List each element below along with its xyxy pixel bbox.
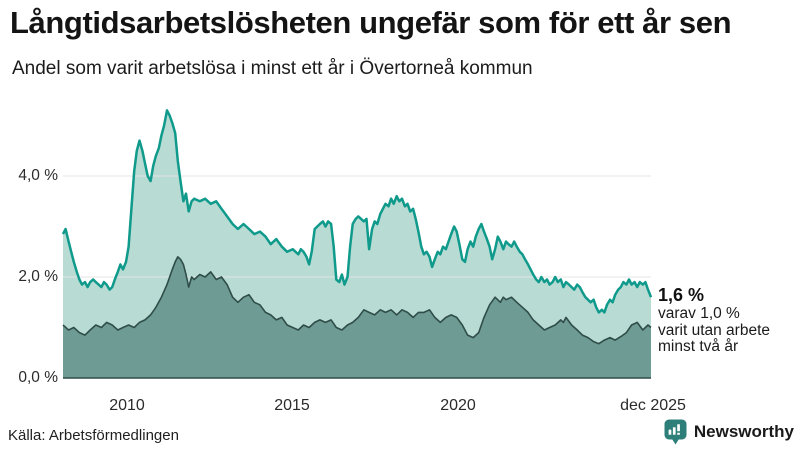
chart-subtitle: Andel som varit arbetslösa i minst ett å… — [12, 58, 533, 79]
y-axis-tick-0: 0,0 % — [18, 369, 58, 386]
series-area-min-tva-ar — [63, 256, 651, 378]
newsworthy-logo[interactable]: Newsworthy — [664, 419, 794, 445]
annotation-value: 1,6 % — [658, 285, 705, 305]
page-title: Långtidsarbetslösheten ungefär som för e… — [10, 5, 732, 40]
x-axis-tick-2015: 2015 — [274, 397, 310, 414]
y-axis-tick-4: 4,0 % — [18, 167, 58, 184]
annotation-line-2: varit utan arbete — [658, 321, 771, 339]
y-axis-tick-2: 2,0 % — [18, 268, 58, 285]
series-line-min-tva-ar — [62, 255, 652, 345]
source-attribution: Källa: Arbetsförmedlingen — [8, 427, 179, 444]
annotation-line-1: varav 1,0 % — [658, 305, 740, 322]
annotation-line-3: minst två år — [658, 338, 739, 355]
x-axis-tick-2010: 2010 — [109, 397, 145, 414]
x-axis-tick-2020: 2020 — [440, 397, 476, 414]
series-line-min-ett-ar — [61, 109, 653, 314]
x-axis-tick-dec-2025: dec 2025 — [620, 397, 686, 414]
newsworthy-wordmark: Newsworthy — [693, 422, 794, 441]
end-value-annotation: 1,6 % varav 1,0 % varit utan arbete mins… — [658, 285, 798, 356]
newsworthy-logo-icon — [664, 419, 687, 445]
